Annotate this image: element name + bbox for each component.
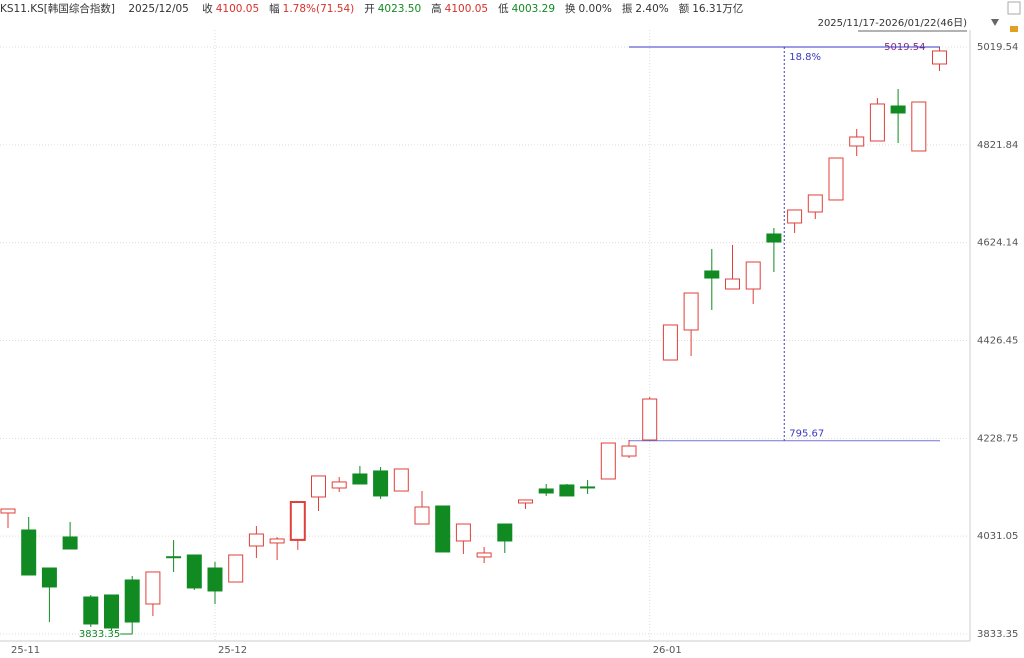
candle-body bbox=[807, 194, 823, 213]
candle-body bbox=[683, 292, 699, 331]
field: 高 4100.05 bbox=[431, 3, 488, 15]
header: KS11.KS[韩国综合指数] 2025/12/05 收 4100.05 幅 1.78… bbox=[0, 0, 753, 18]
candle-body bbox=[828, 157, 844, 201]
field-label: 开 bbox=[364, 3, 375, 15]
field-value: 2.40% bbox=[635, 3, 669, 15]
candle-body bbox=[455, 523, 471, 542]
candle-body bbox=[0, 508, 16, 514]
field-value: 4100.05 bbox=[444, 3, 489, 15]
candle-body bbox=[373, 470, 389, 497]
y-tick-label: 4624.14 bbox=[977, 238, 1018, 249]
field-value: 4003.29 bbox=[511, 3, 556, 15]
field-value: 0.00% bbox=[578, 3, 612, 15]
candle-body bbox=[352, 473, 368, 485]
field-value: 4100.05 bbox=[215, 3, 260, 15]
date: 2025/12/05 bbox=[128, 3, 189, 15]
candle-body bbox=[331, 481, 347, 489]
candle-body bbox=[497, 523, 513, 542]
field: 幅 1.78%(71.54) bbox=[269, 3, 354, 15]
candle-body bbox=[600, 442, 616, 480]
field-value: 16.31万亿 bbox=[692, 3, 744, 15]
field-value: 4023.50 bbox=[377, 3, 422, 15]
candle-body bbox=[766, 233, 782, 243]
y-tick-label: 4031.05 bbox=[977, 531, 1018, 542]
candle-body bbox=[911, 101, 927, 152]
candle-body bbox=[311, 475, 326, 498]
lock-icon[interactable] bbox=[1010, 26, 1018, 32]
field: 收 4100.05 bbox=[202, 3, 259, 15]
candle-body bbox=[228, 554, 244, 583]
candle-body bbox=[869, 103, 885, 142]
candle-body bbox=[932, 50, 947, 65]
candle-body bbox=[166, 556, 182, 559]
candle-body bbox=[476, 552, 492, 558]
candle-body bbox=[83, 596, 99, 625]
field: 开 4023.50 bbox=[364, 3, 421, 15]
field: 换 0.00% bbox=[565, 3, 612, 15]
field-label: 低 bbox=[498, 3, 509, 15]
candle-body bbox=[518, 499, 533, 504]
y-tick-label: 4228.75 bbox=[977, 433, 1018, 444]
candle-body bbox=[580, 486, 596, 489]
candle-body bbox=[890, 105, 906, 114]
field-label: 高 bbox=[431, 3, 442, 15]
candle-body bbox=[289, 501, 306, 541]
x-tick-label: 25-12 bbox=[218, 645, 247, 656]
measure-change: 795.67 bbox=[789, 429, 824, 440]
candle-body bbox=[745, 261, 761, 290]
field-label: 振 bbox=[621, 3, 633, 15]
field: 振 2.40% bbox=[622, 3, 669, 15]
candle-body bbox=[207, 567, 223, 592]
min-label: 3833.35 bbox=[79, 629, 120, 640]
candle-body bbox=[21, 529, 37, 576]
settings-icon[interactable] bbox=[1007, 1, 1021, 15]
candle-body bbox=[662, 324, 678, 361]
y-tick-label: 4821.84 bbox=[977, 140, 1018, 151]
field-label: 额 bbox=[678, 3, 690, 15]
candle-body bbox=[642, 398, 658, 441]
y-tick-label: 5019.54 bbox=[977, 42, 1018, 53]
field-label: 换 bbox=[565, 3, 576, 15]
field: 低 4003.29 bbox=[498, 3, 555, 15]
y-tick-label: 4426.45 bbox=[977, 335, 1018, 346]
candle-body bbox=[62, 536, 78, 550]
y-tick-label: 3833.35 bbox=[977, 629, 1018, 640]
field: 额 16.31万亿 bbox=[679, 3, 744, 15]
candle-body bbox=[104, 594, 119, 629]
candle-body bbox=[269, 538, 285, 544]
candle-body bbox=[393, 468, 409, 492]
field-value: 1.78%(71.54) bbox=[282, 3, 355, 15]
candle-body bbox=[787, 209, 803, 224]
measure-percent: 18.8% bbox=[789, 52, 821, 63]
candle-body bbox=[248, 533, 264, 547]
x-tick-label: 25-11 bbox=[11, 645, 40, 656]
candle-body bbox=[414, 506, 430, 525]
candle-body bbox=[145, 571, 161, 605]
symbol: KS11.KS[韩国综合指数] bbox=[0, 3, 115, 15]
field-label: 收 bbox=[202, 3, 213, 15]
candle-body bbox=[621, 445, 637, 457]
candle-body bbox=[704, 270, 720, 279]
candle-body bbox=[435, 505, 451, 553]
candle-body bbox=[124, 579, 140, 623]
range-label[interactable]: 2025/11/17-2026/01/22(46日) bbox=[818, 18, 968, 29]
x-tick-label: 26-01 bbox=[653, 645, 682, 656]
candle-body bbox=[41, 567, 57, 588]
field-label: 幅 bbox=[269, 3, 280, 15]
candle-body bbox=[186, 554, 202, 589]
candle-body bbox=[538, 488, 554, 494]
dropdown-arrow[interactable] bbox=[991, 19, 999, 26]
candle-body bbox=[559, 484, 575, 497]
candle-body bbox=[849, 136, 865, 147]
candle-body bbox=[725, 278, 740, 290]
